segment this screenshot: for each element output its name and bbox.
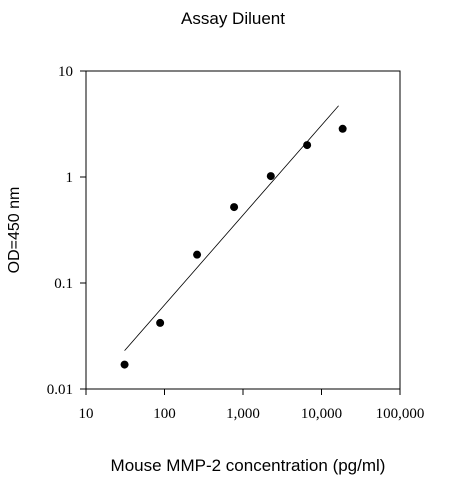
x-tick-label: 100,000 xyxy=(376,406,425,422)
data-point xyxy=(303,141,312,150)
y-tick-label: 0.1 xyxy=(54,276,73,292)
fit-line xyxy=(124,105,339,351)
y-tick-label: 10 xyxy=(58,64,73,80)
x-tick-label: 100 xyxy=(153,406,176,422)
data-point xyxy=(120,360,129,369)
fit-line-group xyxy=(124,105,339,351)
x-tick-label: 10 xyxy=(79,406,94,422)
data-point xyxy=(193,250,202,259)
chart-title: Assay Diluent xyxy=(181,9,285,28)
y-tick-label: 1 xyxy=(66,170,74,186)
x-axis-label: Mouse MMP-2 concentration (pg/ml) xyxy=(111,456,386,475)
x-tick-label: 1,000 xyxy=(226,406,260,422)
data-point xyxy=(338,124,347,133)
y-tick-label: 0.01 xyxy=(47,382,73,398)
data-point xyxy=(156,318,165,327)
y-axis-ticks: 0.01 0.1 1 10 xyxy=(47,64,86,398)
data-points xyxy=(120,124,347,369)
data-point xyxy=(230,203,239,212)
x-tick-label: 10,000 xyxy=(301,406,342,422)
x-axis-ticks: 10 100 1,000 10,000 100,000 xyxy=(79,389,425,422)
data-point xyxy=(266,172,275,181)
y-axis-label: OD=450 nm xyxy=(6,187,23,274)
